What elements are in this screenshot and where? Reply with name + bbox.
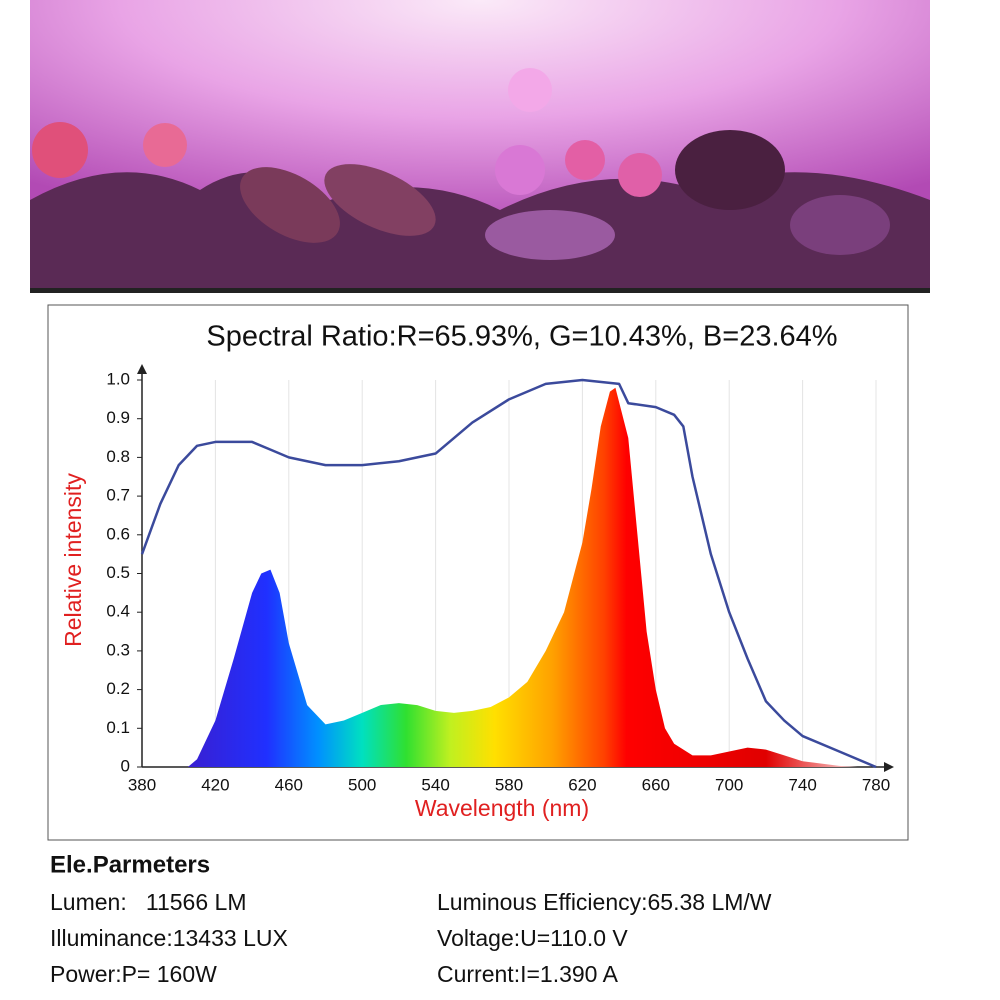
y-tick-label: 0.6 bbox=[106, 524, 130, 543]
x-tick-label: 460 bbox=[275, 775, 303, 794]
x-tick-label: 740 bbox=[788, 775, 816, 794]
chart-frame bbox=[47, 304, 909, 841]
photo bbox=[30, 0, 930, 293]
y-tick-label: 0.1 bbox=[106, 718, 130, 737]
x-tick-label: 780 bbox=[862, 775, 890, 794]
chart-title: Spectral Ratio:R=65.93%, G=10.43%, B=23.… bbox=[206, 321, 837, 353]
parameter: Luminous Efficiency:65.38 LM/W bbox=[437, 889, 772, 915]
parameters: Ele.Parmeters Lumen: 11566 LM Luminous Ef… bbox=[50, 851, 772, 987]
y-tick-label: 0.2 bbox=[106, 679, 130, 698]
x-tick-label: 540 bbox=[421, 775, 449, 794]
y-tick-label: 0.3 bbox=[106, 640, 130, 659]
x-tick-label: 700 bbox=[715, 775, 743, 794]
y-tick-label: 0.5 bbox=[106, 563, 130, 582]
plot: 380 420 460 500 540 580 620 660 700 740 780 0 0.1 0.2… bbox=[106, 364, 894, 794]
parameter: Lumen: 11566 LM bbox=[50, 889, 246, 915]
parameter: Illuminance:13433 LUX bbox=[50, 925, 288, 951]
y-tick-label: 0.7 bbox=[106, 486, 130, 505]
y-tick-label: 0.9 bbox=[106, 408, 130, 427]
y-tick-label: 0.8 bbox=[106, 447, 130, 466]
spectrum-area bbox=[187, 387, 858, 767]
y-tick-label: 1.0 bbox=[106, 369, 130, 388]
x-tick-label: 660 bbox=[642, 775, 670, 794]
parameter: Current:I=1.390 A bbox=[437, 961, 619, 987]
parameter: Voltage:U=110.0 V bbox=[437, 925, 628, 951]
x-tick-label: 620 bbox=[568, 775, 596, 794]
x-tick-label: 380 bbox=[128, 775, 156, 794]
y-tick-label: 0 bbox=[121, 756, 130, 775]
x-tick-label: 420 bbox=[201, 775, 229, 794]
x-axis-arrow bbox=[884, 762, 894, 772]
x-tick-label: 500 bbox=[348, 775, 376, 794]
parameters-heading: Ele.Parmeters bbox=[50, 851, 210, 878]
x-axis-label: Wavelength (nm) bbox=[415, 795, 589, 821]
y-axis-label: Relative intensity bbox=[60, 473, 86, 647]
y-tick-label: 0.4 bbox=[106, 602, 130, 621]
parameter: Power:P= 160W bbox=[50, 961, 217, 987]
x-tick-label: 580 bbox=[495, 775, 523, 794]
y-axis-arrow bbox=[137, 364, 147, 374]
response-line bbox=[140, 378, 877, 769]
